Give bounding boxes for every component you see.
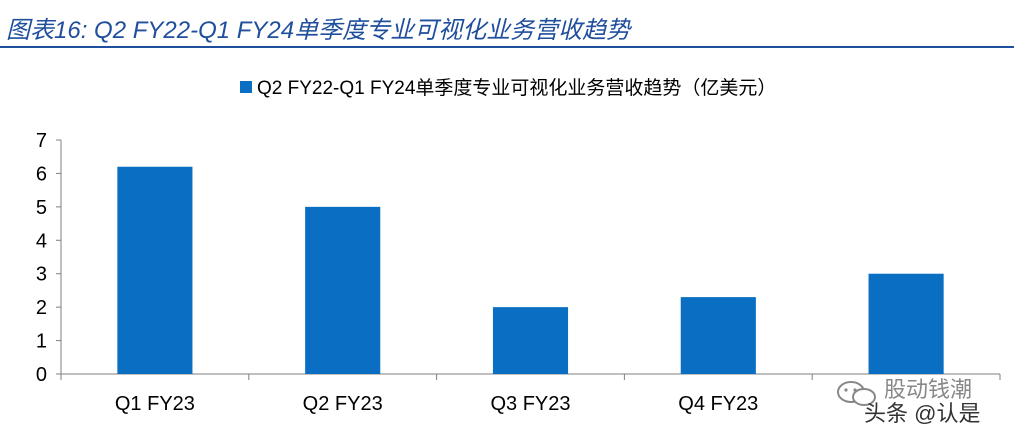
- watermark-line2: 头条 @认是: [864, 401, 981, 426]
- y-tick-label: 6: [36, 163, 47, 185]
- bar: [680, 297, 756, 374]
- x-tick-label: Q4 FY23: [678, 393, 758, 415]
- wechat-icon: [837, 381, 876, 406]
- bar: [492, 307, 569, 374]
- y-tick-label: 1: [36, 331, 47, 353]
- watermark-line1: 股动钱潮: [884, 377, 973, 402]
- bars: [117, 166, 944, 374]
- legend-label: Q2 FY22-Q1 FY24单季度专业可视化业务营收趋势（亿美元）: [257, 77, 776, 99]
- x-tick-label: Q1 FY23: [115, 393, 195, 415]
- figure-title: 图表16: Q2 FY22-Q1 FY24单季度专业可视化业务营收趋势: [6, 17, 631, 44]
- y-tick-label: 2: [36, 297, 47, 319]
- y-tick-label: 4: [36, 230, 47, 252]
- bar: [305, 206, 381, 374]
- y-axis: 0 1 2 3 4 5 6 7: [36, 130, 62, 386]
- y-tick-label: 5: [36, 197, 47, 219]
- legend-swatch: [240, 81, 252, 93]
- y-tick-label: 0: [36, 364, 47, 386]
- watermark: 股动钱潮 头条 @认是: [828, 372, 1014, 434]
- x-tick-label: Q2 FY23: [303, 393, 383, 415]
- x-tick-label: Q3 FY23: [490, 393, 570, 415]
- bar: [117, 166, 193, 374]
- bar: [868, 273, 944, 374]
- y-tick-label: 3: [36, 264, 47, 286]
- y-tick-label: 7: [36, 130, 47, 152]
- title-rule: [0, 46, 1014, 48]
